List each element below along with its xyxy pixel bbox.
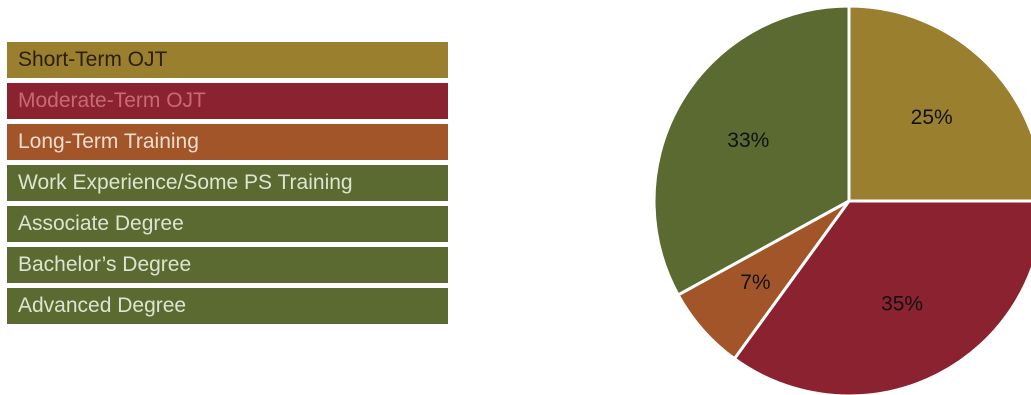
slice-label: 33% — [727, 129, 769, 152]
legend-item: Advanced Degree — [7, 288, 448, 324]
legend-item: Short-Term OJT — [7, 42, 448, 78]
slice-label: 25% — [911, 106, 953, 129]
legend-item: Bachelor’s Degree — [7, 247, 448, 283]
legend-item: Associate Degree — [7, 206, 448, 242]
slice-label: 7% — [740, 271, 770, 294]
slice-label: 35% — [881, 293, 923, 316]
legend-item: Work Experience/Some PS Training — [7, 165, 448, 201]
legend: Short-Term OJT Moderate-Term OJT Long-Term… — [7, 42, 448, 329]
pie-slice — [732, 199, 1031, 395]
pie-slice — [652, 4, 851, 297]
legend-item: Moderate-Term OJT — [7, 83, 448, 119]
pie-slice — [847, 4, 1031, 203]
legend-item: Long-Term Training — [7, 124, 448, 160]
